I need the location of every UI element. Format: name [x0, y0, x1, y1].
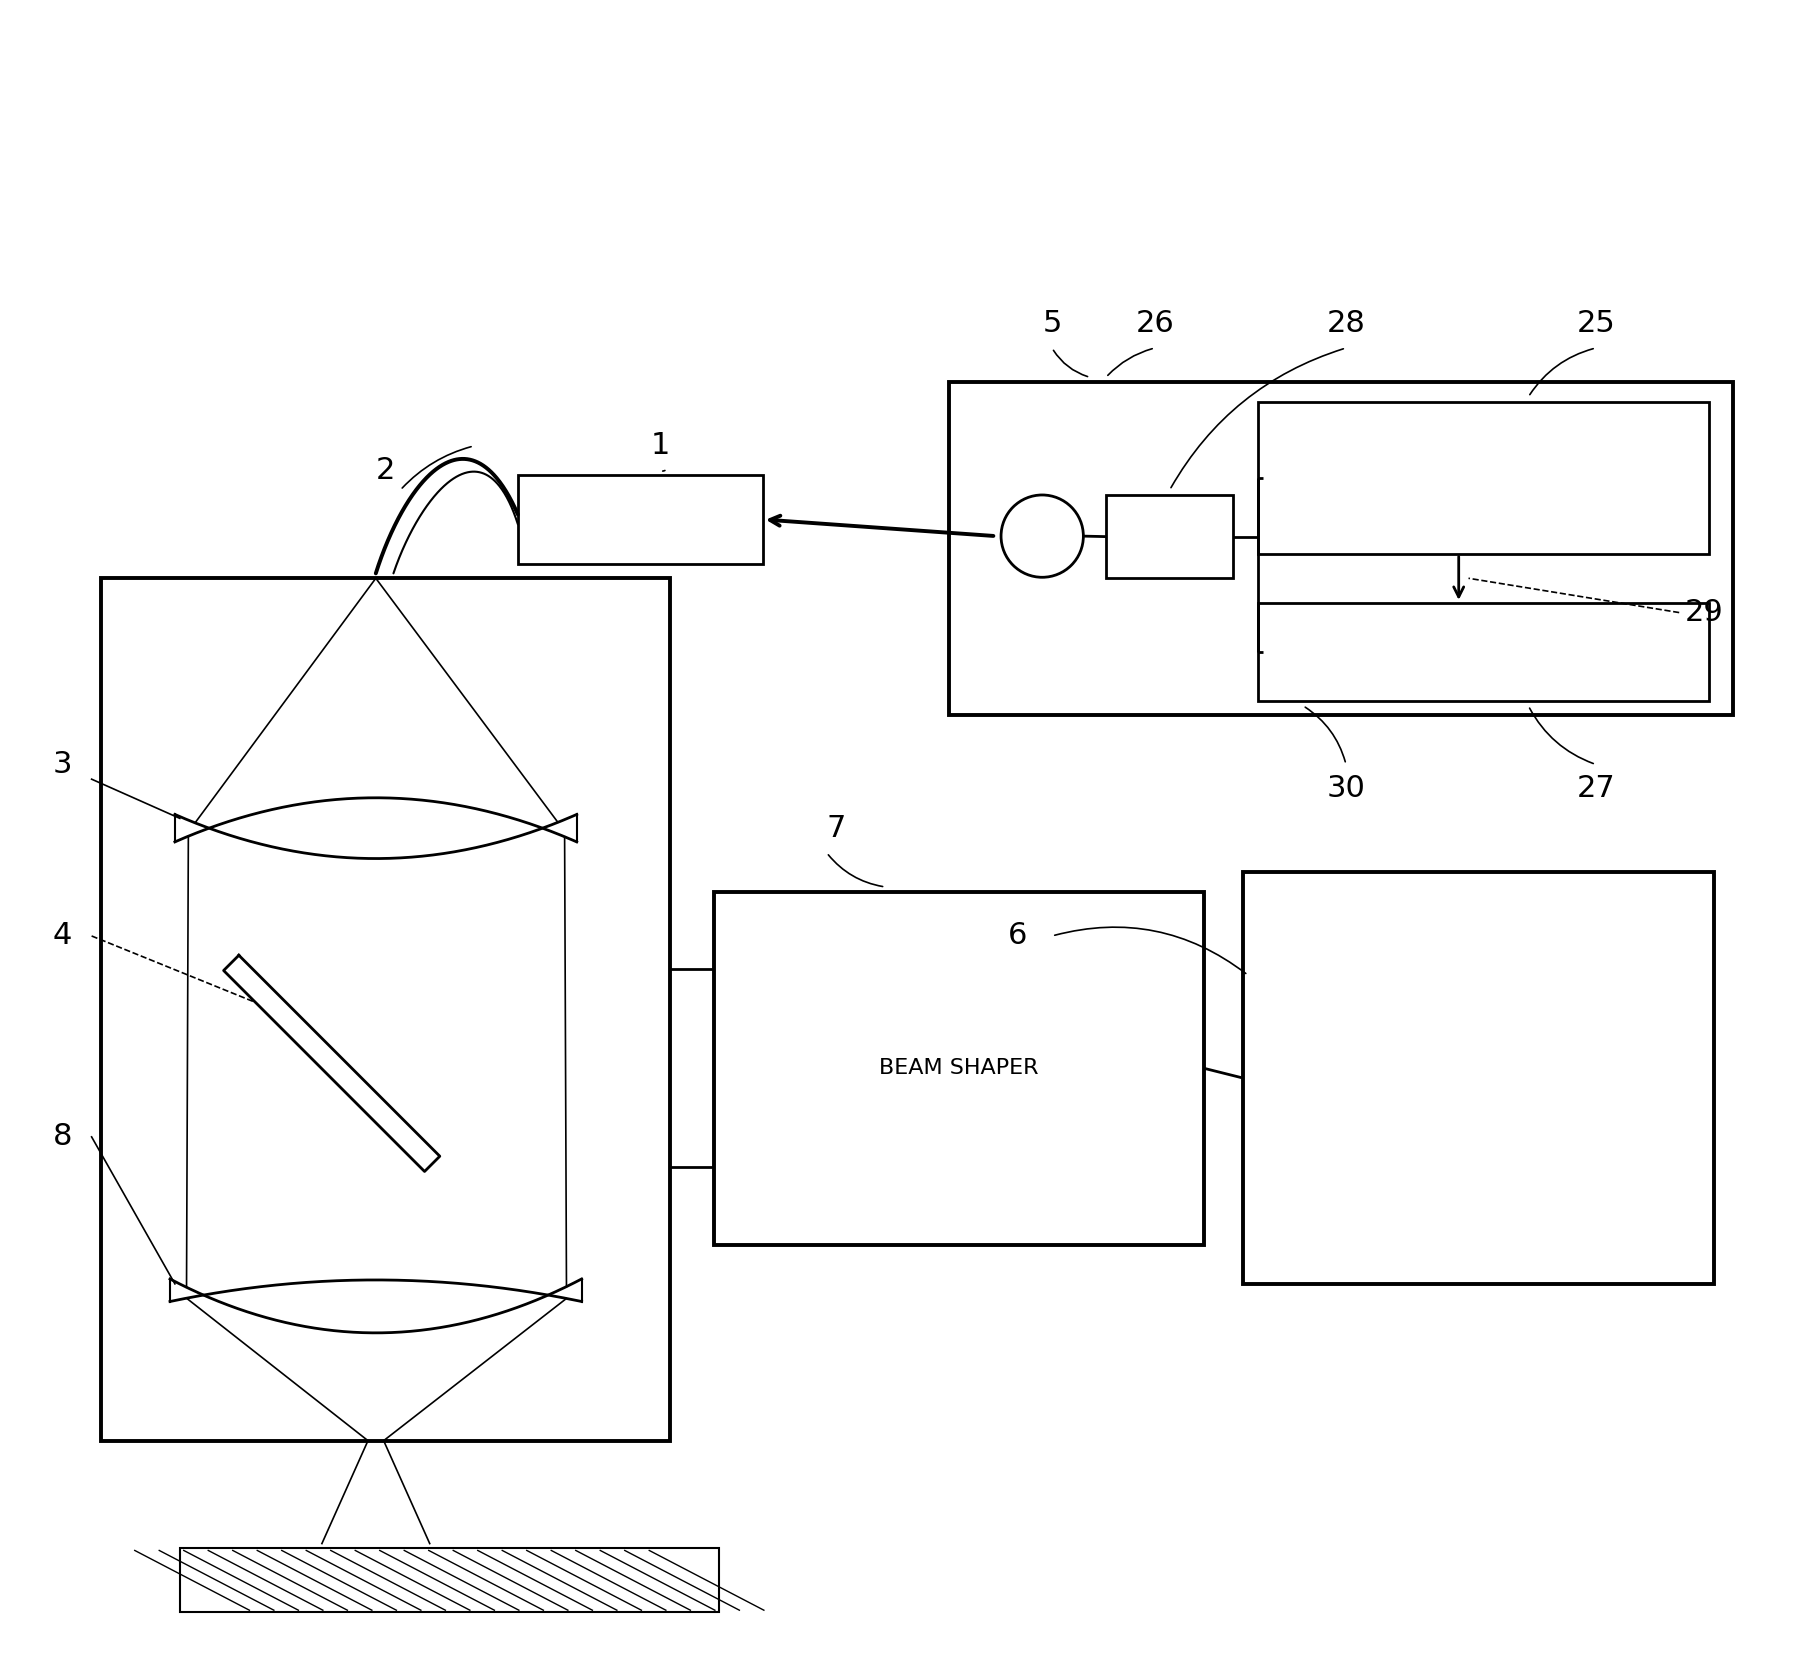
Bar	[1107, 495, 1233, 579]
Bar	[949, 381, 1733, 716]
Text: 3: 3	[53, 750, 72, 780]
Text: 8: 8	[53, 1123, 72, 1151]
Text: 6: 6	[1009, 922, 1027, 950]
Text: 28: 28	[1327, 310, 1365, 338]
Bar	[1259, 602, 1708, 701]
Text: BEAM SHAPER: BEAM SHAPER	[878, 1059, 1040, 1079]
Text: 5: 5	[1043, 310, 1061, 338]
Bar	[1259, 402, 1708, 554]
Bar	[1242, 872, 1713, 1283]
Circle shape	[1001, 495, 1083, 577]
Text: 2: 2	[377, 457, 395, 485]
Text: 30: 30	[1327, 775, 1365, 803]
Polygon shape	[223, 955, 440, 1171]
Text: 26: 26	[1135, 310, 1174, 338]
Text: 25: 25	[1577, 310, 1615, 338]
Bar	[101, 579, 670, 1440]
Bar	[179, 1549, 719, 1613]
Text: 29: 29	[1684, 597, 1722, 627]
Text: 1: 1	[650, 432, 670, 460]
Bar	[518, 475, 762, 564]
Text: 27: 27	[1577, 775, 1615, 803]
Text: 4: 4	[53, 922, 72, 950]
Bar	[714, 892, 1204, 1245]
Text: 7: 7	[828, 813, 846, 843]
